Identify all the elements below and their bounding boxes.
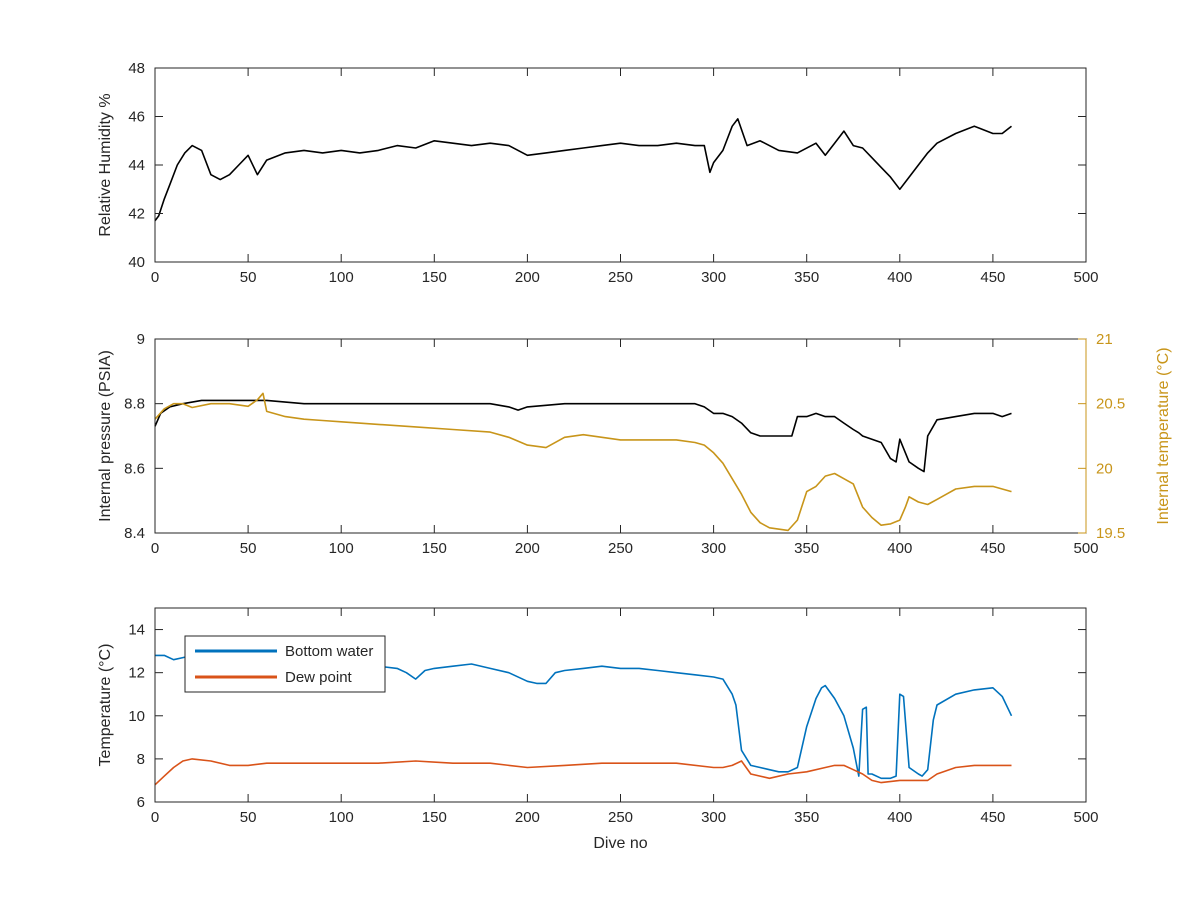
y-tick-label: 14 bbox=[128, 622, 145, 639]
x-tick-label: 0 bbox=[151, 540, 159, 557]
y-right-tick-label: 20 bbox=[1096, 460, 1113, 477]
y-tick-label: 8.4 bbox=[124, 525, 145, 542]
legend-box bbox=[184, 635, 386, 693]
x-tick-label: 400 bbox=[887, 809, 912, 826]
x-tick-label: 400 bbox=[887, 540, 912, 557]
chart-panel-3: 0 50 100 150 200 250 300 350 400 450 500 6 8 10 12 14 Te… bbox=[97, 607, 1099, 852]
y-tick-label: 40 bbox=[128, 254, 145, 271]
x-tick-label: 100 bbox=[329, 269, 354, 286]
series-line-left-axis-2 bbox=[154, 399, 1012, 473]
chart-panel-2: 0 50 100 150 200 250 300 350 400 450 500 8.4 8.6 8.8 9… bbox=[97, 331, 1172, 557]
y-axis-label: Temperature (°C) bbox=[97, 644, 114, 767]
x-tick-label: 500 bbox=[1073, 809, 1098, 826]
y-tick-label: 9 bbox=[137, 331, 145, 348]
x-tick-label: 350 bbox=[794, 809, 819, 826]
y-tick-label: 10 bbox=[128, 708, 145, 725]
x-tick-label: 250 bbox=[608, 809, 633, 826]
x-tick-label: 300 bbox=[701, 540, 726, 557]
x-tick-label: 200 bbox=[515, 809, 540, 826]
y-tick-label: 44 bbox=[128, 157, 145, 174]
x-tick-label: 150 bbox=[422, 809, 447, 826]
y-axis-label: Internal pressure (PSIA) bbox=[97, 350, 114, 522]
y-tick-label: 48 bbox=[128, 60, 145, 77]
x-tick-label: 300 bbox=[701, 269, 726, 286]
chart-panel-1: 0 50 100 150 200 250 300 350 400 450 500 40 42 44 46 48… bbox=[97, 60, 1099, 286]
series-line-dew-point-3 bbox=[154, 758, 1012, 786]
x-tick-label: 150 bbox=[422, 540, 447, 557]
y-tick-label: 8.6 bbox=[124, 460, 145, 477]
x-axis-label: Dive no bbox=[593, 835, 647, 852]
x-tick-label: 200 bbox=[515, 269, 540, 286]
x-tick-label: 150 bbox=[422, 269, 447, 286]
x-tick-label: 350 bbox=[794, 540, 819, 557]
y-tick-label: 42 bbox=[128, 206, 145, 223]
x-tick-label: 250 bbox=[608, 540, 633, 557]
x-tick-label: 100 bbox=[329, 809, 354, 826]
x-tick-label: 0 bbox=[151, 809, 159, 826]
x-tick-label: 400 bbox=[887, 269, 912, 286]
y-right-tick-label: 19.5 bbox=[1096, 525, 1125, 542]
legend: Bottom water Dew point bbox=[184, 635, 386, 693]
x-tick-label: 300 bbox=[701, 809, 726, 826]
x-tick-label: 500 bbox=[1073, 269, 1098, 286]
x-tick-label: 450 bbox=[980, 269, 1005, 286]
x-tick-label: 500 bbox=[1073, 540, 1098, 557]
y-tick-label: 8 bbox=[137, 751, 145, 768]
legend-label: Bottom water bbox=[285, 643, 373, 660]
x-tick-label: 0 bbox=[151, 269, 159, 286]
x-tick-label: 50 bbox=[240, 540, 257, 557]
x-tick-label: 250 bbox=[608, 269, 633, 286]
x-tick-label: 100 bbox=[329, 540, 354, 557]
y-right-tick-label: 21 bbox=[1096, 331, 1113, 348]
series-line-right-axis-2 bbox=[154, 392, 1012, 532]
y-tick-label: 46 bbox=[128, 109, 145, 126]
x-tick-label: 450 bbox=[980, 540, 1005, 557]
x-tick-label: 50 bbox=[240, 809, 257, 826]
legend-label: Dew point bbox=[285, 669, 353, 686]
x-tick-label: 200 bbox=[515, 540, 540, 557]
y-tick-label: 6 bbox=[137, 794, 145, 811]
y-right-axis-label: Internal temperature (°C) bbox=[1155, 347, 1172, 524]
y-tick-label: 12 bbox=[128, 665, 145, 682]
x-tick-label: 350 bbox=[794, 269, 819, 286]
x-tick-label: 50 bbox=[240, 269, 257, 286]
y-tick-label: 8.8 bbox=[124, 396, 145, 413]
axes-box bbox=[154, 338, 1087, 534]
y-right-tick-label: 20.5 bbox=[1096, 396, 1125, 413]
x-tick-label: 450 bbox=[980, 809, 1005, 826]
y-axis-label: Relative Humidity % bbox=[97, 93, 114, 236]
series-line-left-axis-1 bbox=[154, 118, 1012, 222]
axes-box bbox=[154, 67, 1087, 263]
